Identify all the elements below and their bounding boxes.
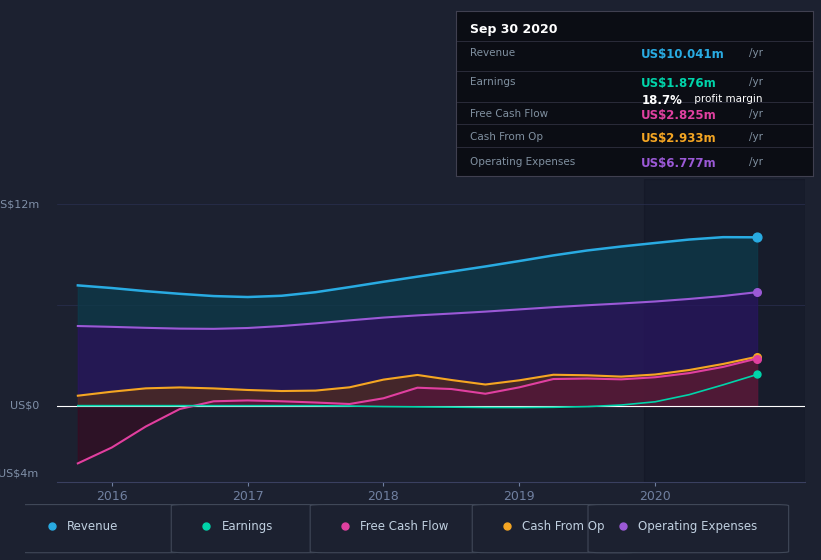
- Bar: [644, 179, 805, 482]
- Text: US$2.825m: US$2.825m: [641, 109, 717, 122]
- FancyBboxPatch shape: [588, 505, 789, 553]
- Text: Sep 30 2020: Sep 30 2020: [470, 23, 557, 36]
- Text: Earnings: Earnings: [470, 77, 516, 87]
- Text: /yr: /yr: [749, 109, 763, 119]
- Text: Revenue: Revenue: [67, 520, 118, 533]
- Text: US$12m: US$12m: [0, 199, 39, 209]
- Text: Free Cash Flow: Free Cash Flow: [470, 109, 548, 119]
- Text: US$6.777m: US$6.777m: [641, 157, 717, 170]
- Text: profit margin: profit margin: [691, 94, 763, 104]
- Point: [750, 288, 764, 297]
- Text: US$2.933m: US$2.933m: [641, 132, 717, 145]
- Text: Operating Expenses: Operating Expenses: [470, 157, 576, 166]
- FancyBboxPatch shape: [172, 505, 322, 553]
- Point: [750, 233, 764, 242]
- Text: 18.7%: 18.7%: [641, 94, 682, 107]
- Text: Cash From Op: Cash From Op: [522, 520, 605, 533]
- Point: [750, 352, 764, 361]
- Text: Free Cash Flow: Free Cash Flow: [360, 520, 449, 533]
- Text: /yr: /yr: [749, 77, 763, 87]
- Text: US$1.876m: US$1.876m: [641, 77, 717, 90]
- Text: /yr: /yr: [749, 157, 763, 166]
- Text: /yr: /yr: [749, 48, 763, 58]
- Text: US$10.041m: US$10.041m: [641, 48, 725, 60]
- FancyBboxPatch shape: [472, 505, 638, 553]
- Point: [750, 354, 764, 363]
- FancyBboxPatch shape: [17, 505, 183, 553]
- Text: Earnings: Earnings: [222, 520, 273, 533]
- Text: US$0: US$0: [10, 401, 39, 411]
- Text: Operating Expenses: Operating Expenses: [638, 520, 758, 533]
- FancyBboxPatch shape: [310, 505, 484, 553]
- Point: [750, 370, 764, 379]
- Text: Revenue: Revenue: [470, 48, 515, 58]
- Text: /yr: /yr: [749, 132, 763, 142]
- Text: Cash From Op: Cash From Op: [470, 132, 543, 142]
- Text: -US$4m: -US$4m: [0, 468, 39, 478]
